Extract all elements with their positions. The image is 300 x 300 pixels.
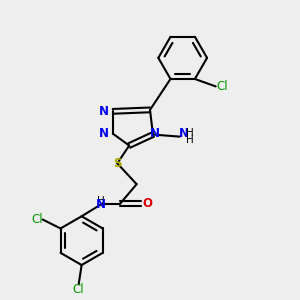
Text: N: N <box>179 127 189 140</box>
Text: H: H <box>186 135 194 145</box>
Text: N: N <box>149 127 160 140</box>
Text: O: O <box>142 197 153 210</box>
Text: N: N <box>99 105 109 118</box>
Text: S: S <box>113 157 122 170</box>
Text: H: H <box>97 196 105 206</box>
Text: Cl: Cl <box>216 80 228 93</box>
Text: Cl: Cl <box>73 283 85 296</box>
Text: N: N <box>96 199 106 212</box>
Text: Cl: Cl <box>31 213 43 226</box>
Text: H: H <box>186 128 194 138</box>
Text: N: N <box>99 127 109 140</box>
